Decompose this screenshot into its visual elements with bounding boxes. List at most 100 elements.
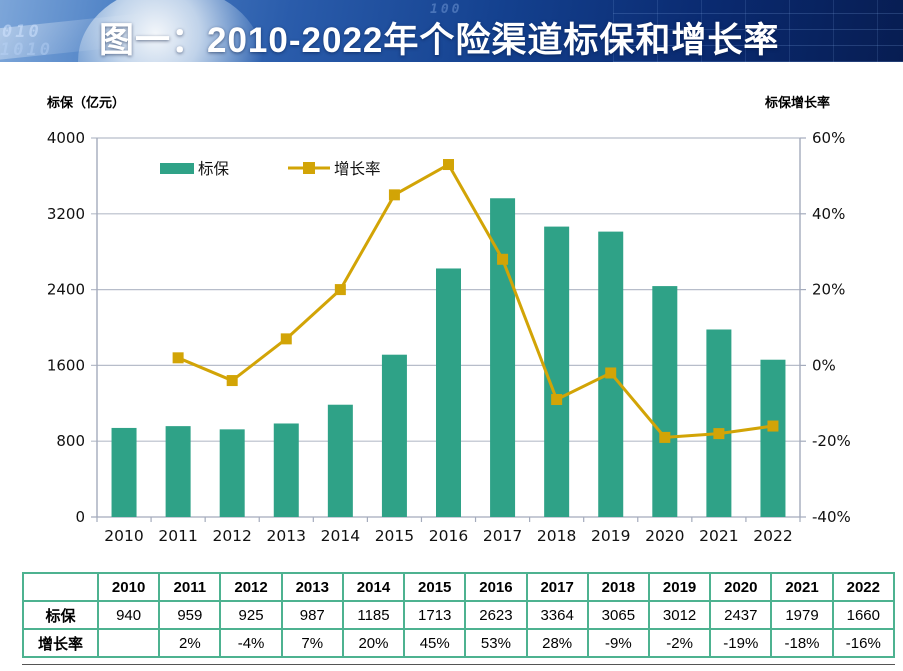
- left-axis-tick-label: 800: [56, 432, 85, 450]
- banner-binary-digits: 010: [2, 22, 42, 42]
- right-axis-tick-label: 60%: [812, 129, 845, 147]
- growth-marker-2015: [388, 189, 400, 201]
- combo-chart: 0 800 1600 2400 3200 4000 -40% -20% 0% 20% 40% 60% 2…: [47, 129, 851, 545]
- banner-circuit-decoration: [613, 0, 903, 62]
- value-cell: 959: [158, 600, 222, 630]
- right-axis-title: 标保增长率: [765, 95, 831, 110]
- legend-line-marker: [303, 162, 315, 174]
- banner-binary-digits: 1010: [0, 40, 53, 60]
- x-axis-label: 2015: [375, 527, 414, 545]
- bar-2014: [327, 404, 353, 517]
- growth-marker-2014: [334, 284, 346, 296]
- value-cell: 987: [280, 600, 344, 630]
- value-cell: 20%: [341, 628, 406, 658]
- value-cell: 1713: [403, 600, 467, 630]
- value-cell: 1185: [341, 600, 406, 630]
- left-axis-tick-label: 0: [75, 508, 85, 526]
- growth-marker-2018: [551, 394, 563, 406]
- bar-2017: [490, 198, 516, 518]
- banner-binary-digits: 100: [430, 2, 463, 17]
- value-cell: 7%: [280, 628, 344, 658]
- value-cell: 925: [219, 600, 283, 630]
- growth-marker-2013: [280, 333, 292, 345]
- bar-2018: [544, 226, 570, 517]
- x-axis-label: 2022: [753, 527, 792, 545]
- bar-2010: [111, 427, 137, 517]
- right-axis-tick-label: 40%: [812, 205, 845, 223]
- growth-marker-2022: [767, 420, 779, 432]
- value-cell: [96, 628, 161, 658]
- growth-marker-2017: [497, 253, 509, 265]
- legend-bar-swatch: [160, 163, 194, 174]
- x-axis-label: 2011: [158, 527, 197, 545]
- value-cell: 3012: [647, 600, 712, 630]
- year-header-cell: 2017: [525, 572, 589, 602]
- data-table: 2010 2011 2012 2013 2014 2015 2016 2017 2018 2019…: [22, 572, 896, 658]
- value-cell: 28%: [525, 628, 589, 658]
- right-axis-tick-label: -40%: [812, 508, 851, 526]
- bar-2013: [273, 423, 299, 517]
- growth-marker-2012: [226, 375, 238, 387]
- left-axis-title: 标保（亿元）: [47, 95, 126, 110]
- value-cell: -9%: [586, 628, 650, 658]
- growth-marker-2021: [713, 428, 725, 440]
- value-cell: 2623: [464, 600, 528, 630]
- x-axis-label: 2014: [321, 527, 360, 545]
- year-header-cell: 2014: [341, 572, 406, 602]
- table-corner-cell: [22, 572, 99, 602]
- page-title: 图一：2010-2022年个险渠道标保和增长率: [99, 21, 780, 60]
- value-cell: -16%: [831, 628, 896, 658]
- year-header-cell: 2018: [586, 572, 650, 602]
- value-cell: 2437: [709, 600, 773, 630]
- value-cell: 3364: [525, 600, 589, 630]
- year-header-cell: 2013: [280, 572, 344, 602]
- bar-2016: [436, 268, 461, 517]
- x-axis-label: 2020: [645, 527, 684, 545]
- bar-2021: [706, 329, 732, 517]
- growth-line: [177, 163, 774, 439]
- header-banner: 010 1010 100 图一：2010-2022年个险渠道标保和增长率: [0, 0, 903, 62]
- year-header-cell: 2022: [831, 572, 896, 602]
- value-cell: 45%: [403, 628, 467, 658]
- bar-2012: [219, 429, 245, 517]
- bar-2022: [760, 359, 786, 517]
- x-axis-label: 2013: [267, 527, 306, 545]
- left-axis-tick-label: 2400: [47, 281, 85, 299]
- bar-2020: [652, 286, 678, 517]
- right-axis-tick-label: 0%: [812, 356, 836, 374]
- year-header-cell: 2010: [96, 572, 161, 602]
- growth-marker-2020: [659, 431, 671, 443]
- value-cell: 2%: [158, 628, 222, 658]
- growth-marker-2011: [172, 352, 184, 364]
- year-header-cell: 2016: [464, 572, 528, 602]
- bar-2011: [165, 426, 191, 517]
- row-label-cell: 增长率: [22, 628, 99, 658]
- value-cell: -4%: [219, 628, 283, 658]
- year-header-cell: 2015: [403, 572, 467, 602]
- bar-2015: [381, 354, 407, 517]
- table-row: 标保 940 959 925 987 1185 1713 2623 3364 3065 3012 24…: [22, 600, 896, 630]
- year-header-cell: 2021: [770, 572, 834, 602]
- table-row: 2010 2011 2012 2013 2014 2015 2016 2017 2018 2019…: [22, 572, 896, 602]
- x-axis-label: 2012: [212, 527, 251, 545]
- left-axis-tick-label: 4000: [47, 129, 85, 147]
- left-axis-tick-label: 3200: [47, 205, 85, 223]
- value-cell: 3065: [586, 600, 650, 630]
- x-axis-label: 2019: [591, 527, 630, 545]
- x-axis-label: 2021: [699, 527, 738, 545]
- value-cell: -19%: [709, 628, 773, 658]
- year-header-cell: 2020: [709, 572, 773, 602]
- growth-marker-2019: [605, 367, 617, 379]
- right-axis-tick-label: 20%: [812, 281, 845, 299]
- table-row: 增长率 2% -4% 7% 20% 45% 53% 28% -9% -2% -19% -18% -16%: [22, 628, 896, 658]
- value-cell: 1660: [831, 600, 896, 630]
- row-label-cell: 标保: [22, 600, 99, 630]
- legend-bar-label: 标保: [198, 160, 230, 178]
- value-cell: -2%: [647, 628, 712, 658]
- banner-globe-decoration: [78, 0, 263, 62]
- table-underline-decoration: [22, 664, 895, 665]
- year-header-cell: 2012: [219, 572, 283, 602]
- value-cell: -18%: [770, 628, 834, 658]
- value-cell: 940: [96, 600, 161, 630]
- x-axis-label: 2017: [483, 527, 522, 545]
